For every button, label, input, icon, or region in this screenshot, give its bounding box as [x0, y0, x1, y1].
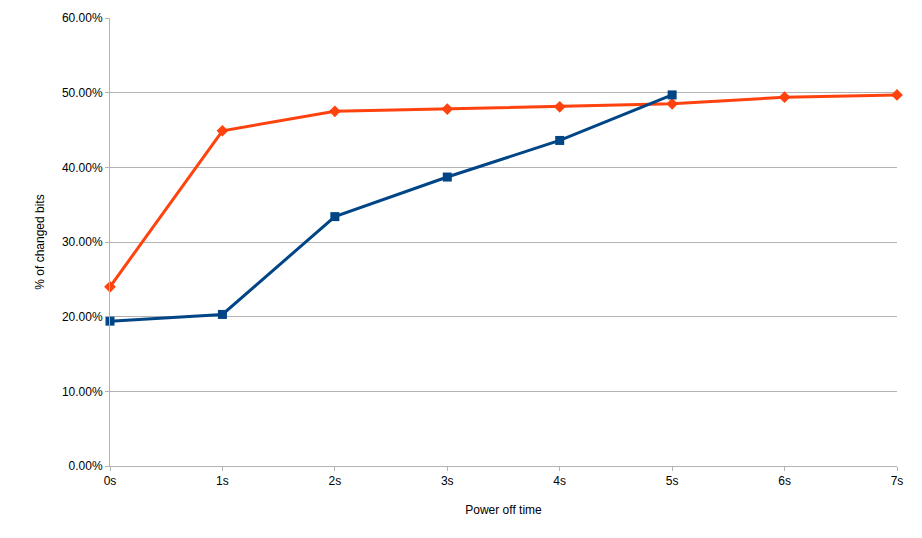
svg-text:30.00%: 30.00% — [62, 235, 103, 249]
svg-text:% of changed bits: % of changed bits — [33, 194, 47, 289]
svg-text:10.00%: 10.00% — [62, 385, 103, 399]
svg-text:6s: 6s — [778, 474, 791, 488]
svg-text:20.00%: 20.00% — [62, 310, 103, 324]
svg-text:1s: 1s — [216, 474, 229, 488]
svg-text:3s: 3s — [441, 474, 454, 488]
svg-text:60.00%: 60.00% — [62, 11, 103, 25]
svg-text:0s: 0s — [104, 474, 117, 488]
svg-text:4s: 4s — [553, 474, 566, 488]
svg-text:0.00%: 0.00% — [69, 459, 103, 473]
svg-text:50.00%: 50.00% — [62, 86, 103, 100]
svg-text:7s: 7s — [891, 474, 904, 488]
svg-text:Power off time: Power off time — [465, 503, 542, 517]
svg-text:40.00%: 40.00% — [62, 161, 103, 175]
svg-text:5s: 5s — [666, 474, 679, 488]
svg-text:2s: 2s — [329, 474, 342, 488]
